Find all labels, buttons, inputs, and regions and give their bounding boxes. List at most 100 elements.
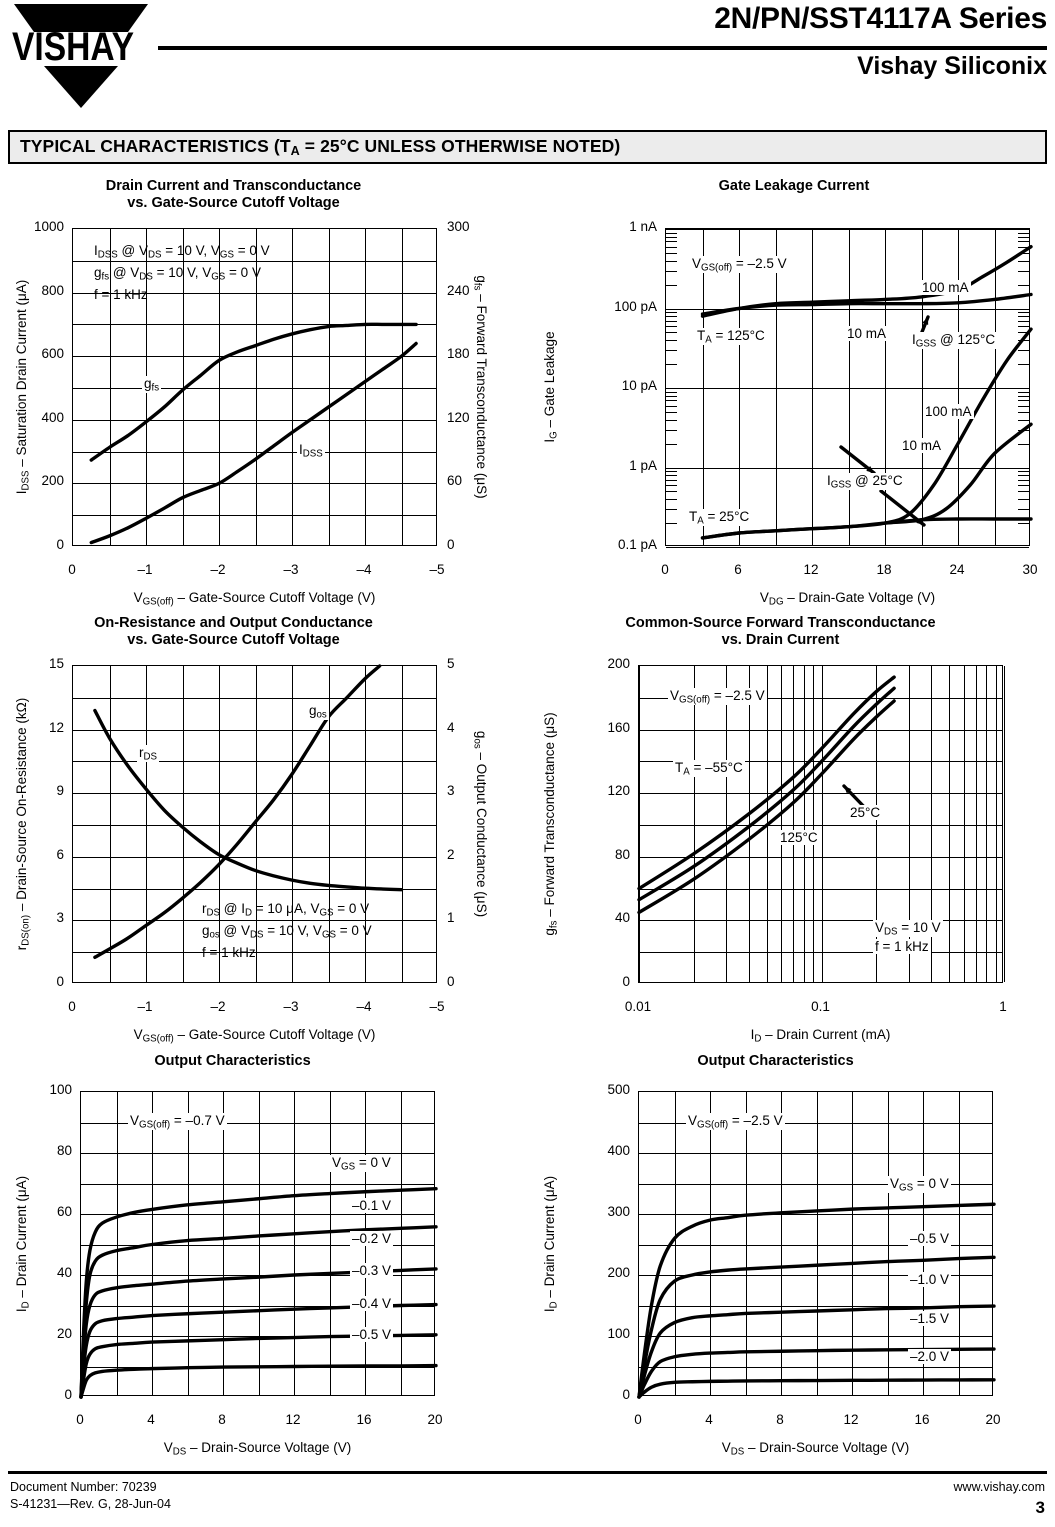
plot-area bbox=[79, 1091, 438, 1399]
x-tick-label: 0 bbox=[634, 1412, 642, 1427]
y-tick-label: 40 bbox=[56, 1265, 72, 1280]
chart-output-char-high: Output Characteristics 500 400 300 200 100 0 0 4… bbox=[528, 1053, 1055, 1476]
y-tick-label: 1 pA bbox=[629, 457, 657, 473]
x-tick-label: 0 bbox=[76, 1412, 84, 1427]
company-name: Vishay Siliconix bbox=[857, 52, 1047, 80]
chart-annotation: VGS(off) = –2.5 V bbox=[690, 256, 789, 274]
chart-title: On-Resistance and Output Conductance vs. … bbox=[94, 615, 373, 648]
y-tick-label: 0 bbox=[56, 537, 64, 552]
chart-annotation: 25°C bbox=[848, 805, 883, 820]
x-tick-label: –4 bbox=[356, 562, 372, 577]
footer-left: Document Number: 70239 S-41231—Rev. G, 2… bbox=[10, 1479, 171, 1513]
curve-VGS=-1.5V bbox=[637, 1347, 996, 1399]
x-tick-label: –1 bbox=[137, 562, 153, 577]
plot-area bbox=[72, 228, 437, 546]
chart-annotation: –1.5 V bbox=[908, 1311, 952, 1326]
x-axis-title: VDS – Drain-Source Voltage (V) bbox=[721, 1440, 910, 1458]
y2-tick-label: 300 bbox=[447, 219, 470, 234]
y-tick-label: 40 bbox=[614, 910, 630, 926]
curve-25C-flat bbox=[883, 517, 1033, 525]
curve-layer bbox=[89, 322, 418, 545]
plot-area bbox=[665, 228, 1033, 548]
x-tick-label: 6 bbox=[734, 562, 742, 577]
x-tick-label: 30 bbox=[1022, 562, 1038, 577]
y2-tick-label: 1 bbox=[447, 910, 455, 926]
x-tick-label: 0.01 bbox=[624, 999, 652, 1014]
curve-layer bbox=[93, 664, 404, 959]
x-tick-label: 16 bbox=[356, 1412, 372, 1427]
chart-idss-gfs: Drain Current and Transconductance vs. Ga… bbox=[0, 178, 507, 626]
y2-tick-label: 0 bbox=[447, 537, 455, 552]
x-tick-label: 0.1 bbox=[811, 999, 830, 1014]
x-axis-title: VGS(off) – Gate-Source Cutoff Voltage (V… bbox=[133, 1027, 376, 1045]
chart-annotation: –1.0 V bbox=[908, 1272, 952, 1287]
chart-annotation: –0.2 V bbox=[350, 1231, 394, 1246]
curve-VGS=-0.2V bbox=[79, 1267, 438, 1399]
y-tick-label: 80 bbox=[56, 1143, 72, 1158]
footer-website[interactable]: www.vishay.com bbox=[953, 1480, 1045, 1494]
x-tick-label: –2 bbox=[210, 562, 226, 577]
y-tick-label: 1000 bbox=[33, 219, 64, 234]
curve-VGS=-0.1V bbox=[79, 1225, 438, 1399]
y-tick-label: 160 bbox=[607, 719, 630, 735]
chart-annotation: TA = 125°C bbox=[695, 328, 767, 346]
y-axis-title: IDSS – Saturation Drain Current (μA) bbox=[14, 279, 32, 495]
annotation-arrows bbox=[839, 315, 930, 527]
curve-25C bbox=[637, 686, 896, 902]
series-title: 2N/PN/SST4117A Series bbox=[714, 2, 1047, 35]
svg-text:VISHAY: VISHAY bbox=[12, 25, 134, 69]
chart-output-char-low: Output Characteristics 100 80 60 40 20 0 0 4 8 12 1… bbox=[0, 1053, 505, 1476]
curve-label: rDS bbox=[137, 745, 160, 763]
plot-area bbox=[72, 664, 437, 983]
y2-tick-label: 0 bbox=[447, 974, 455, 989]
y-tick-label: 1 nA bbox=[629, 219, 657, 234]
chart-title: Output Characteristics bbox=[697, 1053, 854, 1069]
x-axis-title: VGS(off) – Gate-Source Cutoff Voltage (V… bbox=[133, 590, 376, 608]
chart-rds-gos: On-Resistance and Output Conductance vs. … bbox=[0, 615, 507, 1063]
x-tick-label: 0 bbox=[68, 562, 76, 577]
chart-annotation: TA = 25°C bbox=[687, 509, 752, 527]
curve-layer bbox=[79, 1186, 438, 1399]
x-tick-label: 1 bbox=[999, 999, 1007, 1014]
curve-IDSS bbox=[89, 341, 418, 545]
y-tick-label: 20 bbox=[56, 1326, 72, 1341]
footer-divider bbox=[8, 1471, 1047, 1474]
y-tick-label: 400 bbox=[41, 409, 64, 425]
x-tick-label: 8 bbox=[218, 1412, 226, 1427]
chart-annotation: 125°C bbox=[778, 830, 820, 845]
document-number: Document Number: 70239 bbox=[10, 1480, 157, 1494]
x-tick-label: –3 bbox=[283, 562, 299, 577]
curve-125C bbox=[637, 699, 896, 915]
x-tick-label: –5 bbox=[429, 562, 445, 577]
chart-annotation: VGS(off) = –2.5 V bbox=[686, 1113, 785, 1131]
chart-title: Common-Source Forward Transconductance vs… bbox=[625, 615, 936, 648]
y-tick-label: 100 bbox=[49, 1082, 72, 1097]
chart-annotation: 100 mA bbox=[923, 404, 974, 419]
y-tick-label: 6 bbox=[56, 846, 64, 862]
curve-layer bbox=[637, 675, 896, 915]
curve-label: gos bbox=[307, 703, 329, 721]
curve-gos bbox=[93, 664, 382, 959]
x-tick-label: –5 bbox=[429, 999, 445, 1014]
y-tick-label: 0 bbox=[56, 974, 64, 989]
y-tick-label: 15 bbox=[48, 656, 64, 671]
arrow-head bbox=[922, 317, 929, 325]
curve-gfs bbox=[89, 322, 418, 462]
x-tick-label: –2 bbox=[210, 999, 226, 1014]
y2-axis-title: gfs – Forward Transconductance (μS) bbox=[471, 275, 489, 499]
y-tick-label: 200 bbox=[607, 656, 630, 671]
curve-VGS=0V bbox=[79, 1186, 438, 1399]
chart-annotation: –0.1 V bbox=[350, 1198, 394, 1213]
x-tick-label: 12 bbox=[803, 562, 819, 577]
section-title-text: TYPICAL CHARACTERISTICS (TA = 25°C UNLES… bbox=[20, 135, 621, 159]
x-tick-label: 0 bbox=[68, 999, 76, 1014]
y-tick-label: 12 bbox=[48, 719, 64, 735]
y-tick-label: 0 bbox=[622, 1387, 630, 1402]
y2-axis-title: gos – Output Conductance (μS) bbox=[471, 730, 489, 918]
vishay-logo: VISHAY bbox=[12, 4, 148, 108]
annotation-arrow bbox=[879, 489, 926, 527]
y-tick-label: 100 bbox=[607, 1326, 630, 1341]
chart-annotation: –0.5 V bbox=[350, 1327, 394, 1342]
x-axis-title: VDS – Drain-Source Voltage (V) bbox=[163, 1440, 352, 1458]
